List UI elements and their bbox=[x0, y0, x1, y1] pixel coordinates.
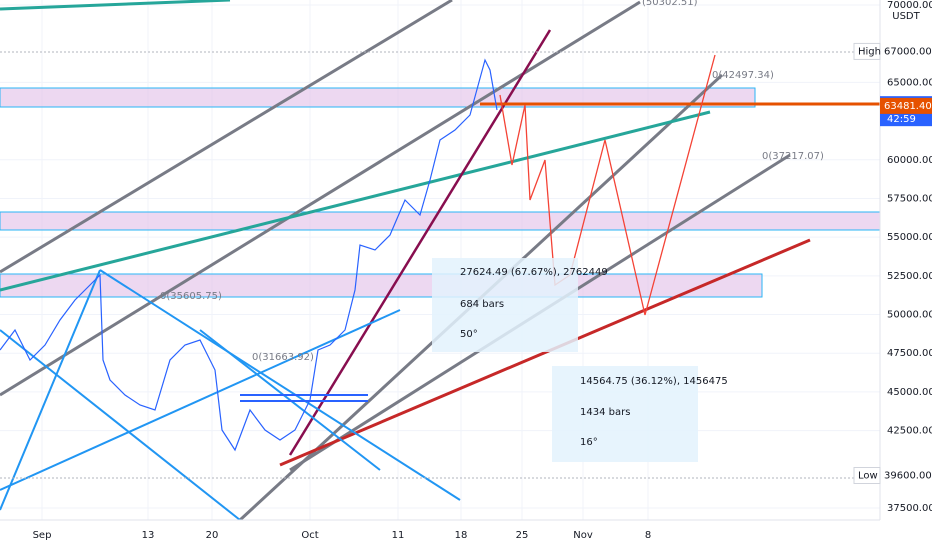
time-tick-label: 20 bbox=[206, 530, 219, 541]
price-label-bg bbox=[880, 43, 932, 60]
info-angle: 16° bbox=[580, 437, 598, 448]
price-tick-label: 52500.00 bbox=[887, 271, 932, 282]
unit: USDT bbox=[892, 11, 920, 22]
countdown-bg bbox=[880, 112, 932, 127]
price-tick-label: 70000.00 bbox=[887, 0, 932, 11]
price-tick-label: 37500.00 bbox=[887, 503, 932, 514]
price-tick-label: 45000.00 bbox=[887, 387, 932, 398]
price-label: 63481.40 bbox=[884, 101, 932, 112]
time-tick-label: 25 bbox=[516, 530, 529, 541]
annotation: 0(35605.75) bbox=[160, 291, 222, 302]
zone bbox=[0, 273, 763, 298]
price-label: 39600.00 bbox=[884, 470, 932, 481]
label-bg bbox=[853, 42, 881, 60]
info-range: 27624.49 (67.67%), 2762449 bbox=[460, 267, 608, 278]
time-tick-label: Sep bbox=[33, 530, 52, 541]
price-tick-label: 57500.00 bbox=[887, 193, 932, 204]
time-tick-label: Nov bbox=[573, 530, 593, 541]
price-tick-label: 65000.00 bbox=[887, 77, 932, 88]
price-tick-label: 50000.00 bbox=[887, 310, 932, 321]
price-label-bg bbox=[880, 97, 932, 114]
label-name: Low bbox=[858, 470, 878, 481]
annotation: 0(31663.92) bbox=[252, 352, 314, 363]
time-tick-label: 8 bbox=[645, 530, 651, 541]
zone bbox=[0, 211, 881, 231]
price-label-bg bbox=[880, 467, 932, 484]
info-box bbox=[552, 366, 698, 462]
annotation: 0(37217.07) bbox=[762, 151, 824, 162]
time-axis bbox=[0, 520, 880, 550]
label-bg bbox=[853, 466, 881, 484]
time-tick-label: 13 bbox=[142, 530, 155, 541]
label-name: High bbox=[858, 46, 881, 57]
info-bars: 684 bars bbox=[460, 299, 504, 310]
info-bars: 1434 bars bbox=[580, 407, 630, 418]
time-tick-label: Oct bbox=[301, 530, 318, 541]
price-tick-label: 42500.00 bbox=[887, 426, 932, 437]
info-angle: 50° bbox=[460, 329, 478, 340]
price-tick-label: 47500.00 bbox=[887, 348, 932, 359]
price-axis bbox=[880, 0, 932, 550]
time-tick-label: 18 bbox=[455, 530, 468, 541]
price-label: 67000.00 bbox=[884, 46, 932, 57]
price-tick-label: 60000.00 bbox=[887, 155, 932, 166]
time-tick-label: 11 bbox=[392, 530, 405, 541]
annotation: (50302.51) bbox=[642, 0, 698, 8]
info-box bbox=[432, 258, 578, 352]
zone bbox=[0, 87, 756, 108]
price-tick-label: 55000.00 bbox=[887, 232, 932, 243]
info-range: 14564.75 (36.12%), 1456475 bbox=[580, 376, 728, 387]
annotation: 0(42497.34) bbox=[712, 70, 774, 81]
countdown: 42:59 bbox=[887, 114, 916, 125]
